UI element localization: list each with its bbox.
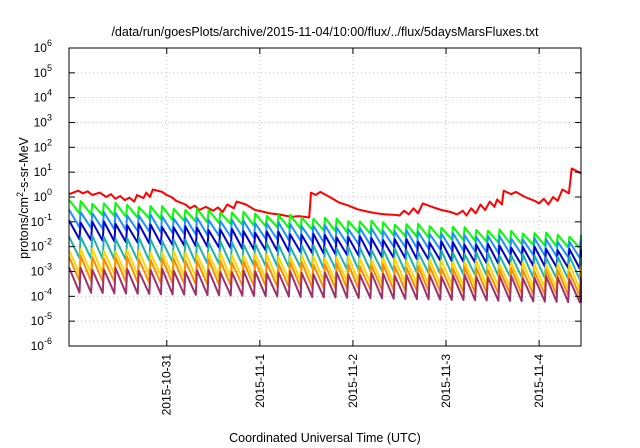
y-tick-label: 106 bbox=[34, 38, 52, 55]
y-tick-label-exp: 3 bbox=[47, 113, 52, 123]
series-line-4 bbox=[68, 219, 582, 270]
y-tick-label-base: 10 bbox=[34, 66, 48, 80]
y-tick-label-base: 10 bbox=[31, 240, 45, 254]
y-tick-label-base: 10 bbox=[34, 116, 48, 130]
y-tick-label-exp: 6 bbox=[47, 38, 52, 48]
series-line-1 bbox=[68, 167, 582, 219]
y-tick-label-base: 10 bbox=[34, 190, 48, 204]
y-axis-label-exp: 2 bbox=[15, 192, 25, 197]
grid-lines bbox=[69, 48, 581, 346]
y-tick-label-base: 10 bbox=[34, 91, 48, 105]
y-tick-label: 105 bbox=[34, 63, 52, 80]
y-axis: 10-610-510-410-310-210-11001011021031041… bbox=[31, 38, 581, 353]
y-axis-label: protons/cm2-s-sr-MeV bbox=[15, 136, 31, 258]
y-tick-label-exp: -2 bbox=[44, 237, 52, 247]
x-tick-label: 2015-11-3 bbox=[439, 354, 453, 408]
y-tick-label-exp: 4 bbox=[47, 88, 52, 98]
series-line-5 bbox=[68, 234, 582, 281]
y-tick-label-base: 10 bbox=[31, 215, 45, 229]
y-tick-label-exp: 5 bbox=[47, 63, 52, 73]
x-axis-label: Coordinated Universal Time (UTC) bbox=[229, 431, 421, 445]
y-tick-label-base: 10 bbox=[34, 165, 48, 179]
y-tick-label-base: 10 bbox=[31, 339, 45, 353]
y-tick-label-exp: 0 bbox=[47, 187, 52, 197]
x-tick-label: 2015-10-31 bbox=[160, 354, 174, 416]
y-tick-label-exp: -3 bbox=[44, 262, 52, 272]
series-line-2 bbox=[68, 199, 582, 250]
x-axis: 2015-10-31 2015-11-1 2015-11-2 2015-11-3 201… bbox=[160, 48, 546, 415]
y-axis-label-base: protons/cm bbox=[17, 197, 31, 259]
y-tick-label: 10-1 bbox=[31, 212, 52, 229]
y-tick-label-base: 10 bbox=[31, 265, 45, 279]
x-tick-label: 2015-11-2 bbox=[346, 354, 360, 408]
series-line-7 bbox=[68, 254, 582, 297]
y-tick-label: 104 bbox=[34, 88, 52, 105]
y-tick-label: 102 bbox=[34, 137, 52, 154]
y-tick-label: 10-2 bbox=[31, 237, 52, 254]
y-tick-label: 100 bbox=[34, 187, 52, 204]
y-tick-label-base: 10 bbox=[31, 314, 45, 328]
series-line-8 bbox=[68, 266, 582, 304]
x-tick-label: 2015-11-4 bbox=[532, 354, 546, 408]
y-tick-label: 10-6 bbox=[31, 336, 52, 353]
chart-title: /data/run/goesPlots/archive/2015-11-04/1… bbox=[111, 25, 539, 39]
y-tick-label-base: 10 bbox=[31, 289, 45, 303]
y-tick-label-exp: -1 bbox=[44, 212, 52, 222]
y-tick-label: 10-3 bbox=[31, 262, 52, 279]
y-tick-label-base: 10 bbox=[34, 140, 48, 154]
y-tick-label-exp: -5 bbox=[44, 311, 52, 321]
y-tick-label: 10-5 bbox=[31, 311, 52, 328]
series-lines bbox=[68, 167, 582, 304]
series-line-3 bbox=[68, 209, 582, 259]
y-tick-label-exp: 2 bbox=[47, 137, 52, 147]
y-tick-label: 101 bbox=[34, 162, 52, 179]
y-tick-label-base: 10 bbox=[34, 41, 48, 55]
series-line-6 bbox=[68, 247, 582, 291]
y-tick-label-exp: -4 bbox=[44, 286, 52, 296]
y-tick-label-exp: 1 bbox=[47, 162, 52, 172]
y-axis-label-rest: -s-sr-MeV bbox=[17, 136, 31, 192]
y-tick-label: 10-4 bbox=[31, 286, 52, 303]
x-tick-label: 2015-11-1 bbox=[253, 354, 267, 408]
plot-border bbox=[68, 47, 582, 347]
y-tick-label-exp: -6 bbox=[44, 336, 52, 346]
y-tick-label: 103 bbox=[34, 113, 52, 130]
